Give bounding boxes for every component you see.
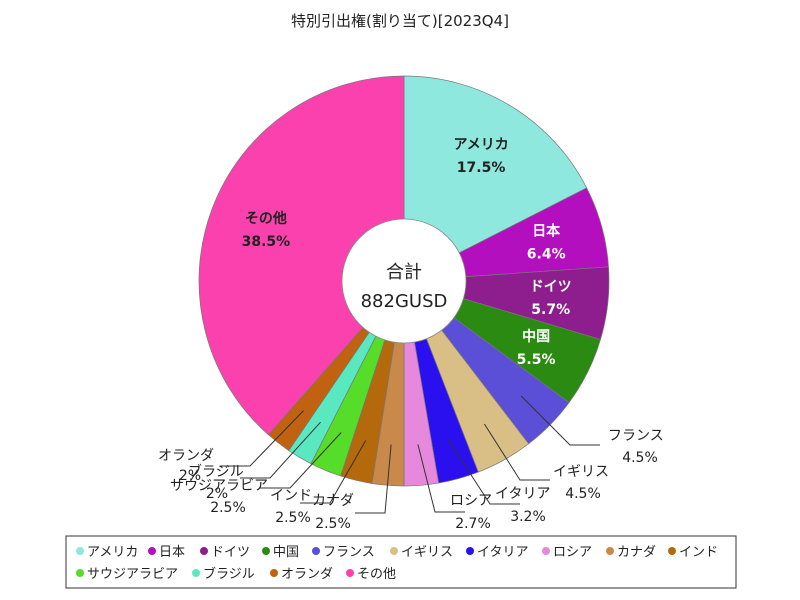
legend-entry-10: サウジアラビア [87,567,178,582]
legend-entry-3: 中国 [273,545,299,560]
leader-line-8 [355,444,392,514]
legend-swatch-4 [312,547,320,555]
legend-entry-2: ドイツ [211,545,250,560]
center-label: 合計 [386,262,422,283]
slice-value-3: 5.5% [517,352,556,368]
slice-value-7: 2.7% [455,516,491,532]
slice-value-2: 5.7% [531,302,570,318]
legend-swatch-8 [606,547,614,555]
slice-value-10: 2.5% [210,500,246,516]
slice-label-0: アメリカ [453,137,508,153]
slice-13 [198,75,405,436]
slice-labels: アメリカ 17.5% 日本 6.4% ドイツ 5.7% 中国 5.5% フランス 4.5% イギリス… [158,137,664,532]
leader-line-9 [300,440,367,504]
leader-line-12 [220,410,304,467]
slice-value-13: 38.5% [242,234,291,250]
legend-swatch-0 [76,547,84,555]
slice-value-6: 3.2% [510,509,546,525]
slice-0 [403,75,588,282]
legend-swatch-1 [148,547,156,555]
slice-value-9: 2.5% [275,510,311,526]
leader-line-4 [520,395,600,446]
legend-swatch-11 [192,569,200,577]
leader-line-10 [260,432,342,489]
legend-entry-0: アメリカ [87,545,138,560]
slice-label-1: 日本 [532,223,561,240]
legend-entry-7: ロシア [553,545,592,560]
legend-entry-13: その他 [357,567,396,582]
slice-label-8: カナダ [312,493,354,509]
legend-swatch-13 [346,569,354,577]
legend-swatch-9 [668,547,676,555]
legend-entry-9: インド [679,545,718,560]
legend-entry-1: 日本 [159,545,185,560]
slice-label-12: オランダ [158,448,214,464]
legend-entry-8: カナダ [617,545,656,560]
legend-swatch-12 [270,569,278,577]
slice-value-0: 17.5% [457,160,506,176]
leader-line-6 [447,438,520,505]
legend-entry-5: イギリス [401,545,453,560]
legend-box [65,535,737,589]
leader-lines [220,395,600,514]
center-value: 882GUSD [361,291,448,312]
center-hole [341,218,467,344]
legend-entry-6: イタリア [477,545,528,560]
slice-value-12: 2% [179,468,201,484]
legend-swatch-5 [390,547,398,555]
leader-line-11 [240,421,321,479]
slice-label-3: 中国 [522,328,550,345]
slice-label-13: その他 [245,210,287,227]
slice-value-11: 2% [206,486,228,502]
legend-swatch-10 [76,569,84,577]
chart-title: 特別引出権(割り当て)[2023Q4] [291,12,509,30]
slice-label-9: インド [270,488,312,504]
legend-swatch-6 [466,547,474,555]
slice-value-1: 6.4% [527,247,566,263]
slice-label-10: サウジアラビア [170,478,268,494]
slice-label-2: ドイツ [530,279,572,295]
leader-line-7 [417,444,465,513]
legend-entry-12: オランダ [281,567,333,582]
legend-swatch-2 [200,547,208,555]
slice-value-4: 4.5% [622,450,658,466]
slice-label-5: イギリス [553,464,609,480]
slice-value-5: 4.5% [565,486,601,502]
legend-entry-11: ブラジル [203,566,255,582]
slice-value-8: 2.5% [315,516,351,532]
legend-entry-4: フランス [323,545,375,560]
legend-swatch-3 [262,547,270,555]
slice-label-4: フランス [608,428,664,444]
legend-swatch-7 [542,547,550,555]
slice-label-6: イタリア [495,486,550,502]
slice-label-11: ブラジル [188,463,244,480]
leader-line-5 [483,423,550,481]
slice-label-7: ロシア [450,493,492,509]
